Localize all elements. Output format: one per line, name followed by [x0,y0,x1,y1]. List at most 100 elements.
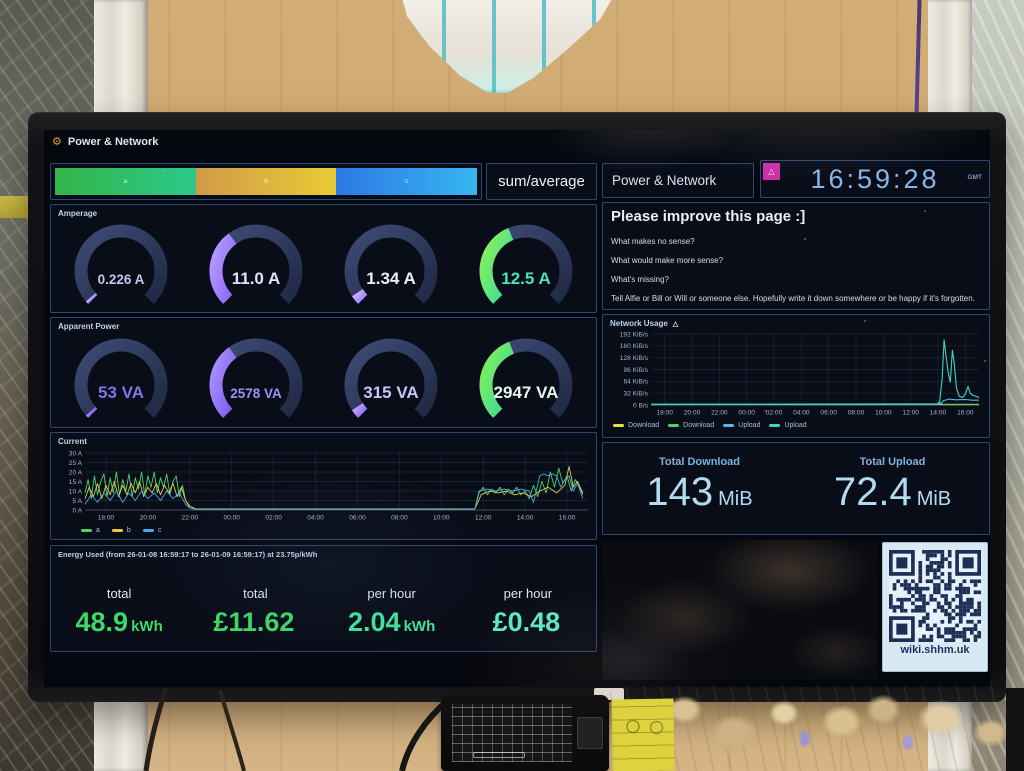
svg-text:18:00: 18:00 [656,410,673,417]
svg-text:22:00: 22:00 [182,515,199,522]
svg-text:315 VA: 315 VA [363,383,418,402]
gauge-1.34-A: 1.34 A [324,218,459,310]
svg-text:16:00: 16:00 [559,515,576,522]
phase-segment-b: b [195,168,337,195]
note-line: What would make more sense? [611,256,724,265]
legend-item-b: b [111,527,131,534]
apparent-power-gauges: 53 VA 2578 VA 315 VA 2947 VA [53,331,594,425]
svg-text:12.5 A: 12.5 A [502,269,551,288]
svg-text:18:00: 18:00 [98,515,115,522]
svg-text:0 A: 0 A [72,507,82,514]
svg-text:08:00: 08:00 [848,410,865,417]
screen-reflection-area [602,540,878,680]
legend-item-a: a [81,527,100,534]
legend-item-c: c [142,527,161,534]
alert-triangle-icon: △ [768,167,775,176]
gauge-0.226-A: 0.226 A [53,218,188,310]
gauge-315-VA: 315 VA [324,331,459,425]
svg-text:00:00: 00:00 [223,515,240,522]
title-text: Power & Network [612,173,717,188]
legend-item-download: Download [668,422,714,429]
network-panel-title: Network Usage △ [610,319,679,328]
network-usage-panel: Network Usage △ 0 B/s 32 KiB/s 64 KiB/s 96 K… [602,314,990,438]
dried-flowers [610,686,1024,771]
totals-panel: Total Download 143 MiB Total Upload 72.4 M… [602,442,990,535]
energy-stat-value: 2.04 [348,607,401,637]
network-chart-legend: Download Download Upload Upload [613,422,807,429]
energy-panel-title: Energy Used (from 26-01-08 16:59:17 to 2… [58,550,318,559]
energy-panel: Energy Used (from 26-01-08 16:59:17 to 2… [50,545,597,652]
svg-text:53 VA: 53 VA [98,383,144,402]
energy-stat-value: £11.62 [213,607,295,637]
clock-timezone: GMT [967,174,982,181]
svg-text:20:00: 20:00 [140,515,157,522]
svg-text:5 A: 5 A [72,498,82,505]
phase-segment-a: a [55,168,196,195]
current-chart-legend: a b c [81,527,161,534]
total-download-stat: Total Download 143 MiB [603,443,796,534]
svg-text:08:00: 08:00 [391,515,408,522]
svg-text:10:00: 10:00 [433,515,450,522]
energy-stat-label: total [243,586,268,601]
energy-stat-value: 48.9 [75,607,129,637]
clock-panel: △ 16:59:28 GMT [760,160,990,198]
phase-segment-c: c [336,168,478,195]
svg-text:192 KiB/s: 192 KiB/s [620,331,649,338]
energy-stat-unit: kWh [403,618,436,635]
sum-average-panel: sum/average [486,163,597,200]
svg-text:32 KiB/s: 32 KiB/s [623,390,648,397]
svg-text:96 KiB/s: 96 KiB/s [623,367,648,374]
svg-text:11.0 A: 11.0 A [232,269,281,288]
total-download-label: Total Download [658,456,741,468]
total-upload-value: 72.4 [833,470,912,514]
svg-text:14:00: 14:00 [517,515,534,522]
sticky-note [611,698,675,771]
svg-text:12:00: 12:00 [475,515,492,522]
wireless-keyboard [441,695,609,771]
energy-stat: per hour 2.04 kWh [324,586,460,638]
svg-text:04:00: 04:00 [793,410,810,417]
note-line: Tell Alfie or Bill or Will or someone el… [611,294,975,303]
svg-text:0.226 A: 0.226 A [97,272,144,287]
svg-text:06:00: 06:00 [349,515,366,522]
total-upload-unit: MiB [916,488,952,510]
dark-object-right [1006,688,1024,771]
qr-code-panel: wiki.shhm.uk [882,542,988,672]
svg-text:14:00: 14:00 [930,410,947,417]
keyboard-spacebar [473,752,525,758]
svg-text:1.34 A: 1.34 A [366,269,415,288]
svg-text:10 A: 10 A [69,488,83,495]
amperage-gauges: 0.226 A 11.0 A 1.34 A 12.5 A [53,218,594,310]
dashboard-header: ⚙ Power & Network [52,136,158,148]
total-download-unit: MiB [718,488,753,510]
total-download-value: 143 [646,470,714,514]
amperage-panel-title: Amperage [58,209,98,218]
dashboard-settings-gear-icon: ⚙ [52,135,62,148]
clock-alert-badge: △ [763,163,780,180]
reflected-light-specks [164,170,166,172]
energy-stat: per hour £0.48 [460,586,596,638]
notes-heading: Please improve this page :] [611,208,806,225]
legend-item-upload: Upload [723,422,760,429]
gauge-2578-VA: 2578 VA [188,331,323,425]
svg-text:20:00: 20:00 [684,410,701,417]
energy-stat-value: £0.48 [492,607,561,637]
svg-text:22:00: 22:00 [711,410,728,417]
energy-stat-label: per hour [503,586,553,601]
svg-text:04:00: 04:00 [307,515,324,522]
svg-text:16:00: 16:00 [957,410,974,417]
gauge-11.0-A: 11.0 A [188,218,323,310]
current-panel-title: Current [58,437,87,446]
svg-text:30 A: 30 A [69,450,83,457]
legend-item-download: Download [613,422,659,429]
svg-text:02:00: 02:00 [766,410,783,417]
title-text-panel: Power & Network [602,163,754,198]
svg-text:2947 VA: 2947 VA [494,383,559,402]
qr-caption: wiki.shhm.uk [900,644,970,656]
qr-code [889,550,981,642]
energy-stat: total £11.62 [187,586,323,638]
svg-text:64 KiB/s: 64 KiB/s [623,379,648,386]
energy-stat-label: per hour [367,586,416,601]
svg-text:06:00: 06:00 [820,410,837,417]
